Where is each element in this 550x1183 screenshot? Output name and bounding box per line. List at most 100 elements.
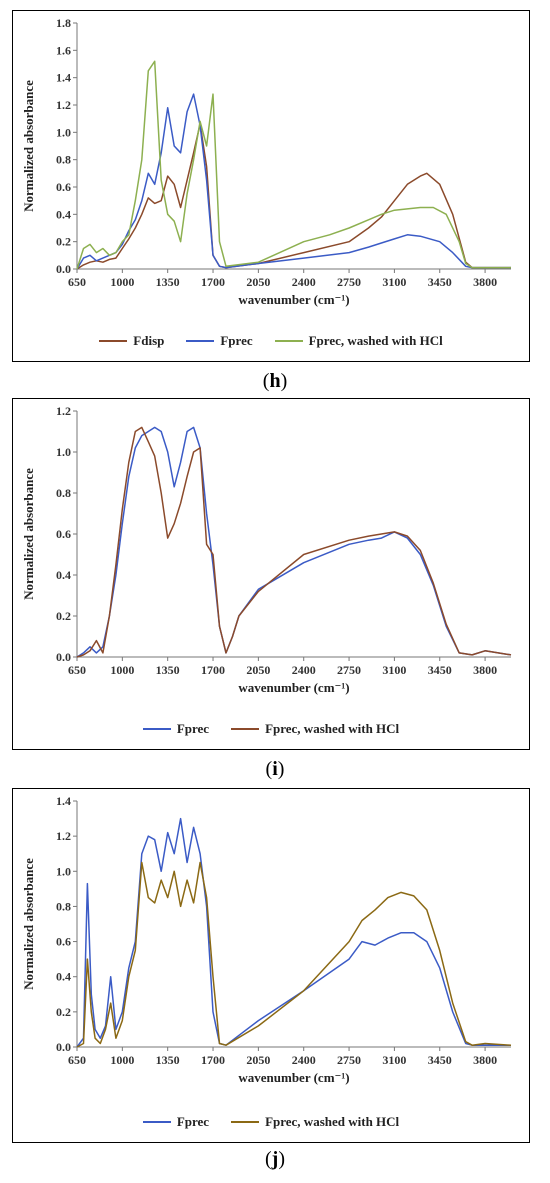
x-tick-label: 1350 bbox=[156, 663, 180, 677]
x-tick-label: 3800 bbox=[473, 275, 497, 289]
x-tick-label: 650 bbox=[68, 1053, 86, 1067]
y-tick-label: 1.4 bbox=[56, 794, 71, 808]
x-tick-label: 2400 bbox=[292, 275, 316, 289]
series-line-fprec bbox=[76, 817, 511, 1048]
x-tick-label: 3100 bbox=[382, 1053, 406, 1067]
y-tick-label: 1.2 bbox=[56, 829, 71, 843]
legend-item: Fprec bbox=[186, 333, 253, 349]
y-axis-label: Normalized absorbance bbox=[21, 80, 36, 212]
legend-swatch bbox=[142, 1121, 171, 1123]
y-tick-label: 0.4 bbox=[56, 207, 71, 221]
x-tick-label: 1700 bbox=[201, 1053, 225, 1067]
x-tick-label: 3450 bbox=[428, 663, 452, 677]
x-axis-label: wavenumber (cm⁻¹) bbox=[238, 680, 349, 695]
legend-swatch bbox=[142, 728, 171, 730]
y-tick-label: 0.2 bbox=[56, 609, 71, 623]
legend-item: Fprec, washed with HCl bbox=[274, 333, 443, 349]
legend-label: Fprec bbox=[176, 1114, 210, 1129]
y-tick-label: 0.0 bbox=[56, 1040, 71, 1054]
y-axis-label: Normalized absorbance bbox=[21, 468, 36, 600]
caption-j: (j) bbox=[264, 1148, 285, 1170]
legend-item: Fprec bbox=[142, 721, 210, 737]
y-tick-label: 0.0 bbox=[56, 650, 71, 664]
x-tick-label: 1000 bbox=[110, 663, 134, 677]
x-axis-label: wavenumber (cm⁻¹) bbox=[238, 1070, 349, 1085]
x-tick-label: 650 bbox=[68, 663, 86, 677]
y-tick-label: 0.8 bbox=[56, 153, 71, 167]
y-tick-label: 1.0 bbox=[56, 864, 71, 878]
x-tick-label: 2750 bbox=[337, 1053, 361, 1067]
y-axis-label: Normalized absorbance bbox=[21, 858, 36, 990]
legend-swatch bbox=[99, 340, 128, 342]
series-line-fprec bbox=[76, 426, 512, 658]
x-tick-label: 1000 bbox=[110, 275, 134, 289]
y-tick-label: 1.8 bbox=[56, 16, 71, 30]
x-tick-label: 3800 bbox=[473, 1053, 497, 1067]
y-tick-label: 1.6 bbox=[56, 43, 71, 57]
y-tick-label: 0.6 bbox=[56, 527, 71, 541]
y-tick-label: 1.2 bbox=[56, 404, 71, 418]
x-tick-label: 3800 bbox=[473, 663, 497, 677]
x-tick-label: 1700 bbox=[201, 275, 225, 289]
legend-swatch bbox=[274, 340, 303, 342]
legend-swatch bbox=[231, 728, 260, 730]
legend-label: Fdisp bbox=[133, 333, 165, 348]
chart-svg-h: 0.0 0.2 0.4 0.6 0.8 1.0 1.2 1.4 1.6 1.8 650 1000 135… bbox=[21, 16, 511, 307]
x-tick-label: 1700 bbox=[201, 663, 225, 677]
y-tick-label: 0.2 bbox=[56, 1005, 71, 1019]
y-tick-label: 1.2 bbox=[56, 98, 71, 112]
series-line-fprec bbox=[76, 93, 511, 270]
y-tick-label: 0.8 bbox=[56, 899, 71, 913]
legend-swatch bbox=[231, 1121, 260, 1123]
chart-panel-h: 0.0 0.2 0.4 0.6 0.8 1.0 1.2 1.4 1.6 1.8 650 1000 135… bbox=[12, 10, 530, 362]
x-tick-label: 3100 bbox=[382, 275, 406, 289]
legend-label: Fprec, washed with HCl bbox=[265, 721, 400, 736]
x-tick-label: 2050 bbox=[246, 663, 270, 677]
chart-panel-j: 0.0 0.2 0.4 0.6 0.8 1.0 1.2 1.4 650 1000 1350 1700 2… bbox=[12, 788, 530, 1143]
y-tick-label: 1.0 bbox=[56, 445, 71, 459]
x-tick-label: 2050 bbox=[246, 275, 270, 289]
legend-label: Fprec, washed with HCl bbox=[308, 333, 443, 348]
legend-item: Fdisp bbox=[99, 333, 164, 349]
y-tick-label: 0.8 bbox=[56, 486, 71, 500]
legend-item: Fprec, washed with HCl bbox=[231, 721, 399, 737]
x-tick-label: 1350 bbox=[156, 1053, 180, 1067]
caption-h: (h) bbox=[262, 370, 288, 392]
y-tick-label: 0.6 bbox=[56, 935, 71, 949]
series-line-fprec-washed-with-hcl bbox=[76, 861, 512, 1048]
legend-label: Fprec bbox=[220, 333, 253, 348]
legend-label: Fprec, washed with HCl bbox=[265, 1114, 400, 1129]
x-tick-label: 2050 bbox=[246, 1053, 270, 1067]
legend-item: Fprec, washed with HCl bbox=[231, 1114, 399, 1130]
x-tick-label: 650 bbox=[68, 275, 86, 289]
legend-item: Fprec bbox=[142, 1114, 210, 1130]
y-tick-label: 0.6 bbox=[56, 180, 71, 194]
x-tick-label: 1350 bbox=[156, 275, 180, 289]
y-tick-label: 0.4 bbox=[56, 970, 71, 984]
y-tick-label: 1.4 bbox=[56, 71, 71, 85]
chart-panel-i: 0.0 0.2 0.4 0.6 0.8 1.0 1.2 650 1000 1350 1700 2050… bbox=[12, 398, 530, 750]
y-tick-label: 1.0 bbox=[56, 125, 71, 139]
x-tick-label: 2400 bbox=[292, 1053, 316, 1067]
chart-svg-j: 0.0 0.2 0.4 0.6 0.8 1.0 1.2 1.4 650 1000 1350 1700 2… bbox=[21, 794, 512, 1085]
x-tick-label: 2400 bbox=[292, 663, 316, 677]
x-tick-label: 2750 bbox=[337, 663, 361, 677]
x-tick-label: 3100 bbox=[382, 663, 406, 677]
legend-j: Fprec Fprec, washed with HCl bbox=[13, 1114, 529, 1130]
x-axis-label: wavenumber (cm⁻¹) bbox=[238, 292, 349, 307]
legend-swatch bbox=[186, 340, 215, 342]
x-tick-label: 2750 bbox=[337, 275, 361, 289]
y-tick-label: 0.2 bbox=[56, 235, 71, 249]
x-tick-label: 3450 bbox=[428, 275, 452, 289]
legend-h: Fdisp Fprec Fprec, washed with HCl bbox=[13, 333, 529, 349]
series-line-fprec-washed-with-hcl bbox=[76, 426, 512, 658]
y-tick-label: 0.0 bbox=[56, 262, 71, 276]
y-tick-label: 0.4 bbox=[56, 568, 71, 582]
series-line-fprec-washed-with-hcl bbox=[76, 60, 511, 270]
chart-svg-i: 0.0 0.2 0.4 0.6 0.8 1.0 1.2 650 1000 1350 1700 2050… bbox=[21, 404, 512, 695]
legend-label: Fprec bbox=[176, 721, 210, 736]
caption-i: (i) bbox=[265, 758, 285, 780]
x-tick-label: 1000 bbox=[110, 1053, 134, 1067]
x-tick-label: 3450 bbox=[428, 1053, 452, 1067]
legend-i: Fprec Fprec, washed with HCl bbox=[13, 721, 529, 737]
